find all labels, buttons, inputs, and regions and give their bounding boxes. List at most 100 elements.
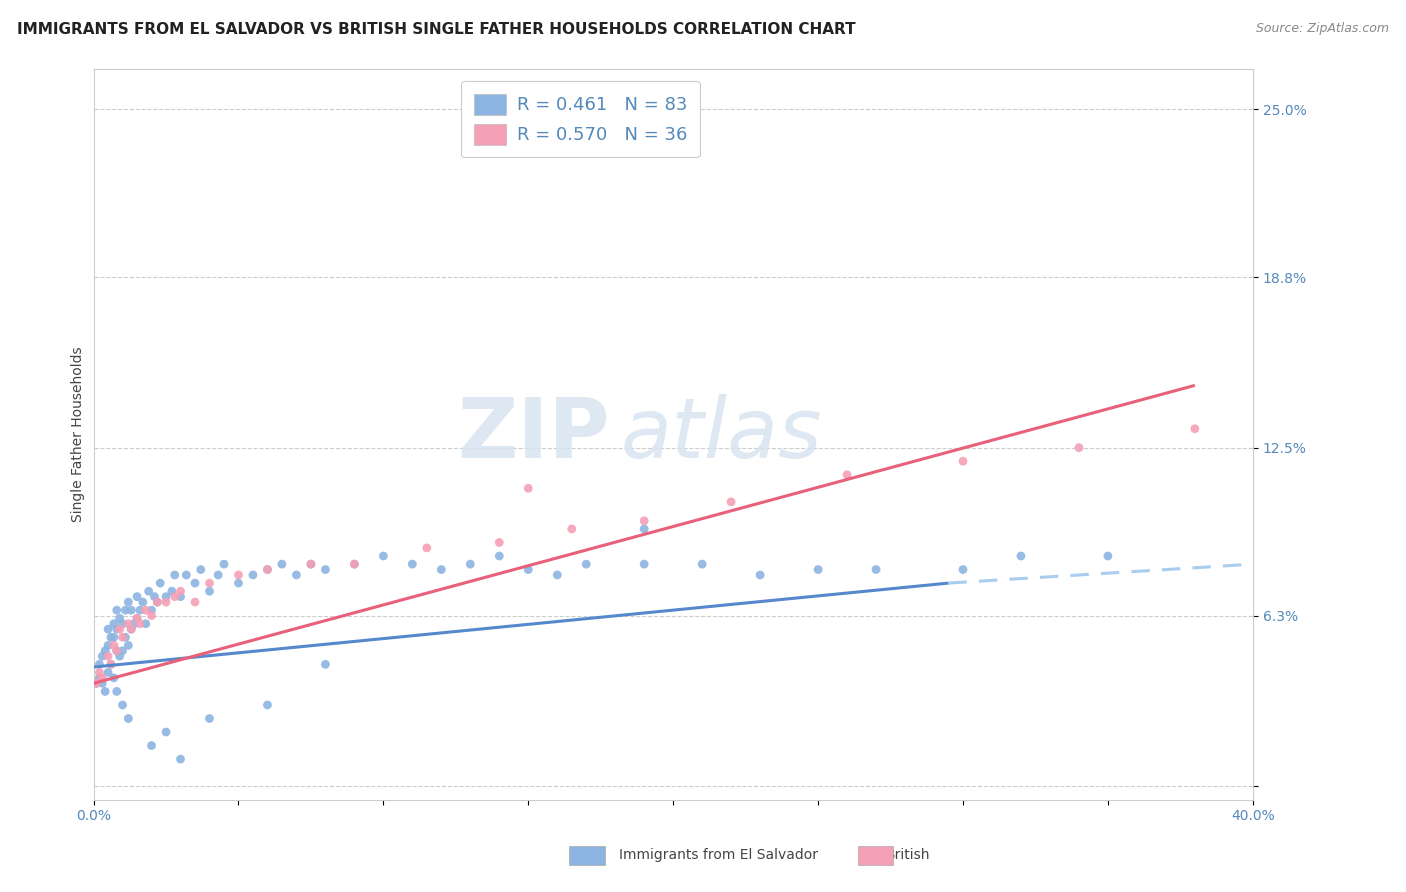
Point	[488, 535, 510, 549]
Point	[155, 595, 177, 609]
Point	[690, 557, 713, 571]
Point	[125, 611, 148, 625]
Point	[114, 630, 136, 644]
Point	[138, 584, 160, 599]
Point	[163, 590, 186, 604]
Point	[517, 481, 540, 495]
Point	[141, 603, 163, 617]
Point	[94, 684, 117, 698]
Point	[111, 698, 134, 712]
Point	[176, 568, 198, 582]
Y-axis label: Single Father Households: Single Father Households	[72, 346, 86, 522]
Point	[149, 576, 172, 591]
Point	[416, 541, 439, 555]
Point	[160, 584, 183, 599]
Point	[198, 712, 221, 726]
Point	[256, 563, 278, 577]
Point	[141, 608, 163, 623]
Point	[285, 568, 308, 582]
Point	[184, 576, 207, 591]
Point	[169, 752, 191, 766]
Point	[835, 467, 858, 482]
Point	[108, 611, 131, 625]
Point	[111, 616, 134, 631]
Point	[343, 557, 366, 571]
Point	[865, 563, 887, 577]
Point	[129, 616, 152, 631]
Point	[86, 676, 108, 690]
Point	[105, 644, 128, 658]
Point	[108, 649, 131, 664]
Point	[111, 630, 134, 644]
Point	[242, 568, 264, 582]
Point	[100, 657, 122, 672]
Point	[488, 549, 510, 563]
Point	[163, 568, 186, 582]
Point	[122, 616, 145, 631]
Point	[117, 639, 139, 653]
Point	[97, 639, 120, 653]
Point	[103, 639, 125, 653]
Point	[111, 644, 134, 658]
Point	[228, 576, 250, 591]
Point	[207, 568, 229, 582]
Point	[146, 595, 169, 609]
Point	[546, 568, 568, 582]
Point	[117, 595, 139, 609]
Point	[91, 671, 114, 685]
Point	[125, 611, 148, 625]
Point	[633, 522, 655, 536]
Point	[1010, 549, 1032, 563]
Point	[256, 563, 278, 577]
Point	[105, 603, 128, 617]
Point	[198, 576, 221, 591]
Point	[117, 712, 139, 726]
Point	[103, 616, 125, 631]
Point	[120, 622, 142, 636]
Text: British: British	[886, 847, 931, 862]
Point	[89, 657, 111, 672]
Point	[299, 557, 322, 571]
Point	[105, 644, 128, 658]
Point	[343, 557, 366, 571]
Point	[212, 557, 235, 571]
Point	[97, 622, 120, 636]
Point	[720, 495, 742, 509]
Point	[97, 649, 120, 664]
Point	[97, 665, 120, 680]
Text: Source: ZipAtlas.com: Source: ZipAtlas.com	[1256, 22, 1389, 36]
Point	[633, 557, 655, 571]
Point	[132, 595, 155, 609]
Text: ZIP: ZIP	[457, 393, 609, 475]
Point	[1097, 549, 1119, 563]
Point	[1067, 441, 1090, 455]
Point	[117, 616, 139, 631]
Point	[129, 603, 152, 617]
Point	[135, 603, 157, 617]
Point	[401, 557, 423, 571]
Point	[460, 557, 482, 571]
Point	[952, 563, 974, 577]
Point	[146, 595, 169, 609]
Point	[155, 590, 177, 604]
Point	[91, 676, 114, 690]
Point	[1184, 422, 1206, 436]
Text: Immigrants from El Salvador: Immigrants from El Salvador	[619, 847, 818, 862]
Point	[271, 557, 294, 571]
Point	[89, 665, 111, 680]
Point	[190, 563, 212, 577]
Point	[807, 563, 830, 577]
Point	[198, 584, 221, 599]
Point	[114, 603, 136, 617]
Point	[141, 739, 163, 753]
Point	[155, 725, 177, 739]
Point	[108, 622, 131, 636]
Point	[561, 522, 583, 536]
Point	[103, 630, 125, 644]
Point	[103, 671, 125, 685]
Point	[135, 616, 157, 631]
Point	[228, 568, 250, 582]
Point	[633, 514, 655, 528]
Point	[125, 590, 148, 604]
Point	[120, 622, 142, 636]
